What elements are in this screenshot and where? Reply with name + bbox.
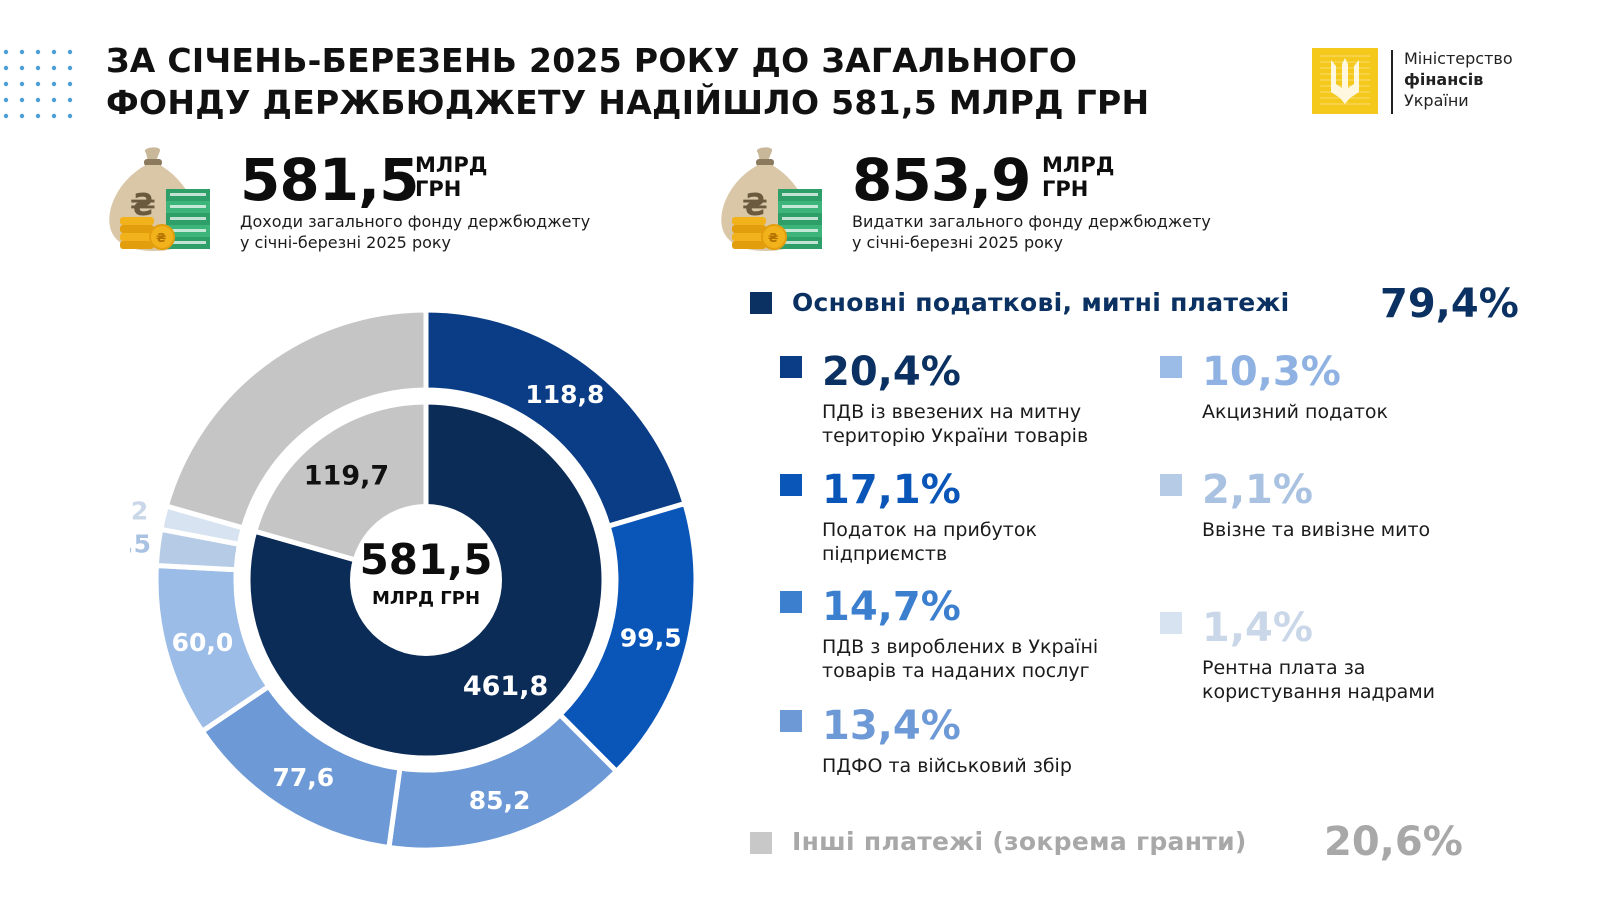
kpi-revenue-desc-line-1: Доходи загального фонду держбюджету — [240, 212, 591, 231]
outer-ring-label-5: 12,5 — [130, 530, 151, 559]
kpi-expenditure-unit: МЛРД ГРН — [1042, 153, 1114, 201]
outer-ring-label-3: 77,6 — [273, 763, 335, 792]
legend-item-desc-line-1: ПДВ з вироблених в Україні — [822, 636, 1099, 658]
logo-divider — [1391, 50, 1393, 114]
title-line-2: ФОНДУ ДЕРЖБЮДЖЕТУ НАДІЙШЛО 581,5 МЛРД ГР… — [106, 83, 1150, 122]
legend-item-desc: Рентна плата за користування надрами — [1202, 656, 1435, 704]
kpi-expenditure-desc: Видатки загального фонду держбюджету у с… — [852, 211, 1211, 253]
kpi-revenue-desc-line-2: у січні-березні 2025 року — [240, 233, 452, 252]
revenue-donut-chart: 118,8 99,5 85,2 77,6 60,0 12,5 8,2 461,8 119,7 5… — [130, 307, 699, 853]
legend-item-desc: Акцизний податок — [1202, 400, 1388, 424]
legend-other-swatch — [750, 832, 772, 854]
kpi-revenue-desc: Доходи загального фонду держбюджету у сі… — [240, 211, 590, 253]
center-total-value: 581,5 — [360, 535, 493, 584]
legend-main-label: Основні податкові, митні платежі — [792, 288, 1290, 317]
outer-ring-segment-7 — [163, 307, 429, 532]
legend-swatch — [780, 710, 802, 732]
legend-item-desc-line-2: товарів та наданих послуг — [822, 660, 1090, 682]
legend-item-desc: Податок на прибуток підприємств — [822, 518, 1037, 566]
kpi-revenue-value: 581,5 — [240, 146, 419, 214]
title-line-1: ЗА СІЧЕНЬ-БЕРЕЗЕНЬ 2025 РОКУ ДО ЗАГАЛЬНО… — [106, 41, 1078, 80]
legend-item-desc: Ввізне та вивізне мито — [1202, 518, 1430, 542]
inner-ring-label-1: 119,7 — [304, 460, 389, 491]
legend-main-swatch — [750, 292, 772, 314]
outer-ring-label-1: 99,5 — [620, 623, 682, 652]
ring-labels: 118,8 99,5 85,2 77,6 60,0 12,5 8,2 461,8 119,7 — [130, 380, 682, 815]
kpi-expenditure-desc-line-1: Видатки загального фонду держбюджету — [852, 212, 1211, 231]
legend-swatch — [1160, 612, 1182, 634]
logo-line-3: України — [1404, 91, 1469, 110]
kpi-revenue-unit-line-1: МЛРД — [415, 153, 488, 177]
legend-item-desc-line-1: ПДВ із ввезених на митну — [822, 401, 1082, 423]
decorative-dots — [3, 49, 73, 119]
legend-item-percent: 17,1% — [822, 467, 961, 513]
legend-item-desc-line-2: користування надрами — [1202, 681, 1436, 703]
legend-item-desc: ПДВ з вироблених в Україні товарів та на… — [822, 635, 1098, 683]
legend-swatch — [1160, 474, 1182, 496]
money-bag-icon: ₴ ₴ — [109, 147, 210, 251]
legend-item-percent: 1,4% — [1202, 605, 1313, 651]
legend-swatch — [1160, 356, 1182, 378]
outer-ring-label-4: 60,0 — [172, 628, 234, 657]
money-bag-icon: ₴ ₴ — [721, 147, 822, 251]
legend-item-desc: ПДВ із ввезених на митну територію Украї… — [822, 400, 1088, 448]
legend-item-desc-line-1: Ввізне та вивізне мито — [1202, 519, 1431, 541]
outer-ring-label-2: 85,2 — [469, 786, 531, 815]
kpi-revenue: ₴ ₴ 581,5 МЛРД ГРН Доходи загального фон… — [100, 145, 660, 255]
ministry-logo: Міністерство фінансів України — [1312, 48, 1592, 118]
legend-item-desc-line-1: Рентна плата за — [1202, 657, 1366, 679]
kpi-expenditure-unit-line-2: ГРН — [1042, 177, 1089, 201]
inner-ring-label-0: 461,8 — [463, 671, 548, 702]
legend-item-desc-line-1: Податок на прибуток — [822, 519, 1037, 541]
legend-main-percent: 79,4% — [1380, 281, 1519, 327]
logo-line-1: Міністерство — [1404, 49, 1513, 68]
legend-item-percent: 14,7% — [822, 584, 961, 630]
legend-item-desc: ПДФО та військовий збір — [822, 754, 1072, 778]
kpi-expenditure-unit-line-1: МЛРД — [1042, 153, 1115, 177]
trident-emblem-icon — [1312, 48, 1378, 114]
svg-text:₴: ₴ — [156, 231, 166, 245]
legend-swatch — [780, 591, 802, 613]
svg-text:₴: ₴ — [768, 231, 778, 245]
kpi-revenue-unit: МЛРД ГРН — [415, 153, 487, 201]
logo-line-2: фінансів — [1404, 70, 1484, 89]
legend-item-percent: 20,4% — [822, 349, 961, 395]
legend-other-label: Інші платежі (зокрема гранти) — [792, 827, 1247, 856]
kpi-expenditure-desc-line-2: у січні-березні 2025 року — [852, 233, 1064, 252]
legend-swatch — [780, 356, 802, 378]
legend-item-desc-line-2: підприємств — [822, 543, 948, 565]
donut-hole — [350, 504, 502, 656]
kpi-revenue-unit-line-2: ГРН — [415, 177, 462, 201]
legend-swatch — [780, 474, 802, 496]
outer-ring — [153, 307, 699, 853]
legend-item-desc-line-2: територію України товарів — [822, 425, 1089, 447]
legend-item-percent: 2,1% — [1202, 467, 1313, 513]
kpi-expenditure: ₴ ₴ 853,9 МЛРД ГРН Видатки загального фо… — [712, 145, 1312, 255]
outer-ring-label-6: 8,2 — [130, 497, 148, 526]
legend-item-desc-line-1: Акцизний податок — [1202, 401, 1389, 423]
legend-other-percent: 20,6% — [1324, 819, 1463, 865]
page-title: ЗА СІЧЕНЬ-БЕРЕЗЕНЬ 2025 РОКУ ДО ЗАГАЛЬНО… — [106, 40, 1206, 124]
legend-item-desc-line-1: ПДФО та військовий збір — [822, 755, 1072, 777]
legend-item-percent: 10,3% — [1202, 349, 1341, 395]
outer-ring-label-0: 118,8 — [525, 380, 604, 409]
legend-item-percent: 13,4% — [822, 703, 961, 749]
logo-text: Міністерство фінансів України — [1404, 48, 1513, 111]
center-total-unit: МЛРД ГРН — [372, 588, 480, 609]
kpi-expenditure-value: 853,9 — [852, 146, 1031, 214]
